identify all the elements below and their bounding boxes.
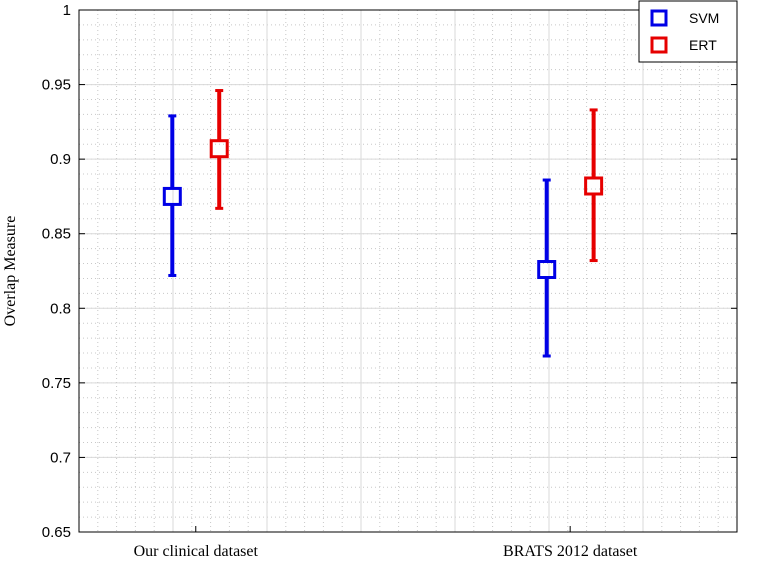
legend-label-ert: ERT: [689, 37, 717, 53]
x-axis-tick-labels: Our clinical dataset BRATS 2012 dataset: [134, 543, 638, 560]
legend: SVM ERT: [638, 0, 738, 63]
y-tick-label: 0.75: [42, 375, 71, 392]
series-svm: [162, 114, 557, 358]
x-tick-label: BRATS 2012 dataset: [503, 543, 638, 558]
legend-marker-ert: [650, 36, 668, 54]
y-tick-label: 0.65: [42, 524, 71, 541]
mean-marker: [209, 139, 229, 159]
plot-frame: [78, 9, 738, 533]
y-tick-label: 0.8: [50, 300, 71, 317]
series-ert: [209, 89, 604, 263]
y-tick-label: 0.7: [50, 449, 71, 466]
x-tick-label: Our clinical dataset: [134, 543, 259, 558]
y-tick-label: 0.85: [42, 226, 71, 243]
grid: [79, 9, 737, 533]
axis-ticks: [79, 9, 737, 533]
y-tick-label: 1: [63, 2, 71, 19]
y-axis-tick-labels: 0.65 0.7 0.75 0.8 0.85 0.9 0.95 1: [42, 2, 71, 541]
legend-label-svm: SVM: [689, 10, 719, 26]
y-tick-label: 0.9: [50, 151, 71, 168]
y-tick-label: 0.95: [42, 77, 71, 94]
mean-marker: [584, 176, 604, 196]
mean-marker: [537, 260, 557, 280]
series: [162, 89, 604, 358]
y-axis-label: Overlap Measure: [2, 216, 19, 327]
mean-marker: [162, 186, 182, 206]
legend-marker-svm: [650, 9, 668, 27]
